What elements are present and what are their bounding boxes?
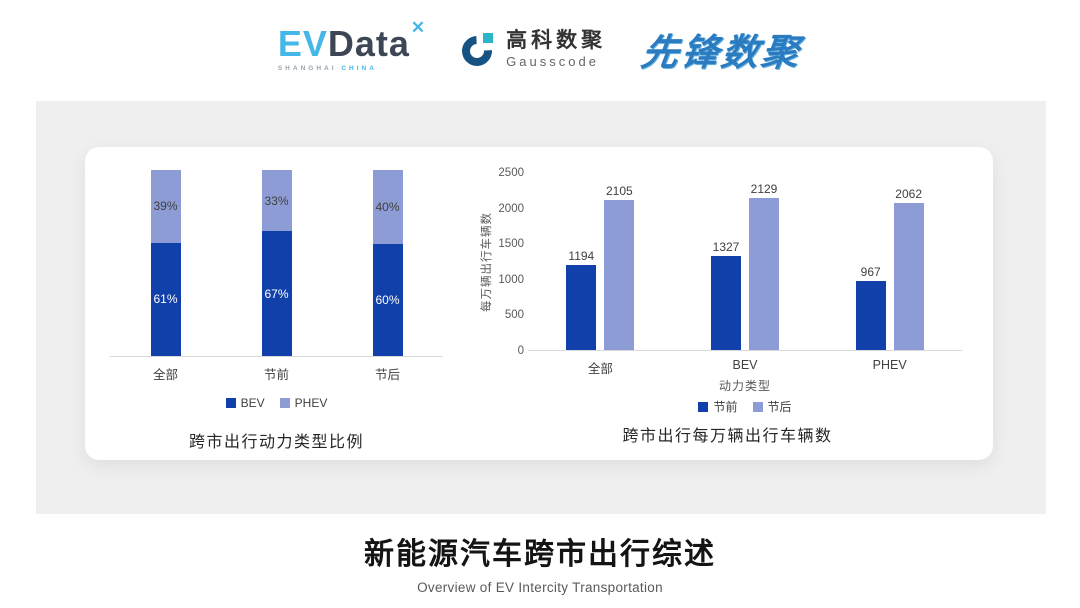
legend-item: 节前 [698,398,738,415]
report-footer: 新能源汽车跨市出行综述 Overview of EV Intercity Tra… [0,529,1080,595]
category-label: 节前 [263,368,289,382]
report-title: 新能源汽车跨市出行综述 [364,538,716,571]
gausscode-g-icon [455,29,499,73]
stacked-bar-节前: 33% 67% [261,170,292,356]
bar-segment-BEV: 61% [150,242,181,356]
bar-节后-BEV [749,198,779,350]
stacked-chart-category-axis: 全部 节前 节后 [110,364,443,383]
stacked-bar-cell: 39% 61% [110,170,221,356]
y-tick-label: 500 [504,309,524,322]
bar-segment-PHEV: 40% [372,170,403,245]
grouped-chart-y-axis-title: 每万辆出行车辆数 [481,212,493,312]
bar-value-label: 1327 [712,239,740,254]
grouped-chart-category-axis: 全部 BEV PHEV [528,358,962,377]
legend-swatch-节前 [698,401,709,412]
stacked-chart-plot-area: 39% 61% 33% 67% 40% 60% [110,170,443,357]
gausscode-logo: 高科数聚 Gausscode [455,29,607,73]
stacked-chart-legend: BEV PHEV [110,396,443,410]
y-tick-label: 2000 [498,202,524,215]
y-tick-label: 1500 [498,238,524,251]
category-label: BEV [732,358,758,372]
category-label: 全部 [152,368,178,382]
report-subtitle: Overview of EV Intercity Transportation [417,580,663,595]
stacked-bar-cell: 33% 67% [221,170,332,356]
legend-item: BEV [225,396,265,410]
charts-card: 39% 61% 33% 67% 40% 60% 全部 节前 节后 BEV PHEV 跨市出行动力… [85,147,993,460]
gausscode-cn-text: 高科数聚 [506,29,607,53]
legend-item: PHEV [279,396,328,410]
grouped-chart-plot-area: 1194 2105 1327 2129 967 2062 [528,173,962,351]
grouped-bar-chart: 每万辆出行车辆数 0 500 1000 1500 2000 2500 1194 2105 13… [480,167,975,453]
bar-segment-BEV: 67% [261,231,292,356]
legend-swatch-BEV [225,398,236,408]
bar-节后-PHEV [893,203,924,350]
stacked-bar-节后: 40% 60% [372,170,403,356]
grouped-chart-legend: 节前 节后 [528,398,962,415]
grouped-chart-y-ticks: 0 500 1000 1500 2000 2500 [494,167,524,357]
grouped-chart-x-axis-title: 动力类型 [718,379,771,393]
bar-segment-PHEV: 39% [150,170,181,243]
evdata-tagline: SHANGHAI CHINA [278,65,425,72]
evdata-ev-text: EV [277,23,328,64]
content-panel: 39% 61% 33% 67% 40% 60% 全部 节前 节后 BEV PHEV 跨市出行动力… [36,101,1046,514]
gausscode-en-text: Gausscode [506,53,599,69]
y-tick-label: 1000 [498,273,524,286]
evdata-tagline-china: CHINA [341,65,377,72]
category-label: PHEV [872,358,907,372]
xianfeng-logo: 先锋数聚 [638,32,805,73]
legend-swatch-节后 [752,401,763,412]
bar-value-label: 2105 [605,184,633,199]
category-label: 节后 [374,368,400,382]
legend-label: 节前 [713,400,738,414]
y-tick-label: 2500 [498,167,524,179]
evdata-wordmark: EV Data ✕ [277,19,425,64]
bar-value-label: 1194 [568,248,595,263]
bar-segment-PHEV: 33% [261,170,292,232]
bar-segment-BEV: 60% [372,244,403,356]
legend-swatch-PHEV [279,398,290,408]
legend-label: PHEV [294,396,328,410]
grouped-chart-title: 跨市出行每万辆出行车辆数 [622,428,833,445]
stacked-bar-全部: 39% 61% [150,170,181,356]
legend-label: BEV [240,396,265,410]
bar-value-label: 967 [860,265,881,280]
legend-item: 节后 [752,398,792,415]
category-label: 全部 [587,362,613,376]
bar-节前-全部 [566,265,597,350]
evdata-logo: EV Data ✕ SHANGHAI CHINA [277,19,425,72]
bar-节前-BEV [711,255,741,350]
evdata-spark-icon: ✕ [410,18,427,37]
stacked-bar-cell: 40% 60% [332,170,443,356]
bar-节后-全部 [604,200,635,350]
stacked-bar-chart: 39% 61% 33% 67% 40% 60% 全部 节前 节后 BEV PHEV 跨市出行动力… [110,170,443,452]
bar-节前-PHEV [855,281,886,350]
legend-label: 节后 [767,400,792,414]
stacked-chart-title: 跨市出行动力类型比例 [188,434,364,451]
bar-value-label: 2062 [895,187,922,202]
evdata-tagline-shanghai: SHANGHAI [277,65,337,72]
y-tick-label: 0 [517,345,524,357]
evdata-data-text: Data [327,23,410,64]
bar-value-label: 2129 [750,182,778,197]
logo-header: EV Data ✕ SHANGHAI CHINA 高科数聚 Gausscode 先锋… [0,19,1080,76]
